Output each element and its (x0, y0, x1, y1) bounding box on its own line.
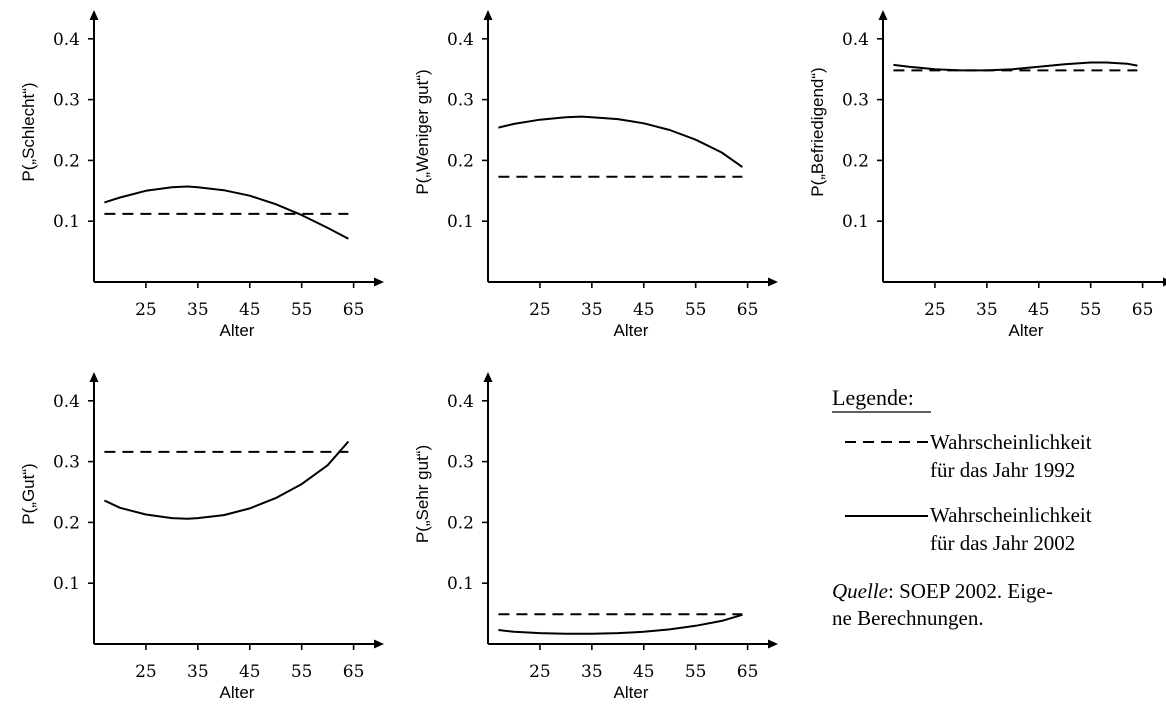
panel-4: 0.1 0.2 0.3 0.4 25 35 45 55 65 Alter P(„Gut“) (19, 372, 384, 702)
legend-source-text: : SOEP 2002. Eige- (888, 579, 1053, 603)
legend-entry-1992-line2: für das Jahr 1992 (930, 458, 1075, 482)
y-tick-label: 0.1 (53, 574, 80, 594)
y-axis-arrow (878, 10, 888, 20)
y-tick-label: 0.2 (447, 513, 474, 533)
y-axis-label: P(„Sehr gut“) (413, 445, 432, 543)
x-tick-label: 55 (291, 662, 313, 682)
y-tick-label: 0.4 (447, 392, 474, 412)
x-tick-label: 45 (1028, 300, 1050, 320)
x-tick-label: 35 (976, 300, 998, 320)
x-axis-label: Alter (614, 321, 649, 340)
series-line-2002 (893, 61, 1138, 72)
x-tick-label: 35 (581, 300, 603, 320)
y-tick-label: 0.4 (53, 392, 80, 412)
legend: Legende: Wahrscheinlichkeit für das Jahr… (832, 385, 1092, 630)
x-axis-label: Alter (220, 683, 255, 702)
y-tick-label: 0.2 (53, 513, 80, 533)
x-tick-label: 55 (685, 662, 707, 682)
x-tick-label: 45 (633, 662, 655, 682)
x-tick-label: 55 (685, 300, 707, 320)
legend-source: Quelle: SOEP 2002. Eige- (832, 579, 1053, 603)
x-tick-label: 55 (291, 300, 313, 320)
legend-entry-1992-line1: Wahrscheinlichkeit (930, 430, 1092, 454)
x-tick-label: 65 (1132, 300, 1154, 320)
x-tick-label: 45 (239, 300, 261, 320)
y-tick-label: 0.3 (447, 91, 474, 111)
x-tick-label: 25 (529, 300, 551, 320)
panel-2: 0.1 0.2 0.3 0.4 25 35 45 55 65 Alter P(„Weniger gu… (413, 10, 778, 340)
panel-3: 0.1 0.2 0.3 0.4 25 35 45 55 65 Alter P(„Befriedige… (808, 10, 1166, 340)
x-tick-label: 65 (343, 300, 365, 320)
x-axis-arrow (1163, 277, 1166, 287)
y-tick-label: 0.2 (53, 151, 80, 171)
x-tick-label: 35 (581, 662, 603, 682)
x-axis-label: Alter (1009, 321, 1044, 340)
legend-source-label: Quelle (832, 579, 888, 603)
x-tick-label: 25 (135, 300, 157, 320)
y-axis-arrow (89, 372, 99, 382)
x-tick-label: 25 (529, 662, 551, 682)
x-axis-arrow (374, 277, 384, 287)
y-axis-label: P(„Gut“) (19, 463, 38, 524)
y-tick-label: 0.3 (53, 453, 80, 473)
x-axis-arrow (768, 277, 778, 287)
x-axis-label: Alter (220, 321, 255, 340)
y-tick-label: 0.1 (842, 212, 869, 232)
legend-source-text2: ne Berechnungen. (832, 606, 984, 630)
x-tick-label: 35 (187, 300, 209, 320)
x-tick-label: 65 (737, 300, 759, 320)
y-axis-label: P(„Schlecht“) (19, 82, 38, 181)
y-tick-label: 0.4 (53, 30, 80, 50)
y-tick-label: 0.3 (53, 91, 80, 111)
panel-1: 0.1 0.2 0.3 0.4 25 35 45 55 65 Alter P(„Schlecht“) (19, 10, 384, 340)
y-tick-label: 0.2 (447, 151, 474, 171)
y-tick-label: 0.3 (842, 91, 869, 111)
y-tick-label: 0.4 (842, 30, 869, 50)
x-tick-label: 45 (633, 300, 655, 320)
panel-5: 0.1 0.2 0.3 0.4 25 35 45 55 65 Alter P(„Sehr gut“) (413, 372, 778, 702)
x-tick-label: 65 (343, 662, 365, 682)
x-tick-label: 35 (187, 662, 209, 682)
x-axis-arrow (374, 639, 384, 649)
y-axis-label: P(„Weniger gut“) (413, 69, 432, 194)
legend-entry-2002-line1: Wahrscheinlichkeit (930, 503, 1092, 527)
y-axis-arrow (483, 10, 493, 20)
x-tick-label: 45 (239, 662, 261, 682)
series-line-2002 (103, 440, 350, 520)
y-tick-label: 0.2 (842, 151, 869, 171)
series-line-2002 (498, 613, 743, 635)
y-tick-label: 0.4 (447, 30, 474, 50)
y-tick-label: 0.3 (447, 453, 474, 473)
y-axis-arrow (89, 10, 99, 20)
x-axis-arrow (768, 639, 778, 649)
x-tick-label: 65 (737, 662, 759, 682)
series-line-2002 (104, 185, 349, 240)
x-axis-label: Alter (614, 683, 649, 702)
legend-title: Legende: (832, 385, 914, 410)
y-tick-label: 0.1 (53, 212, 80, 232)
x-tick-label: 25 (924, 300, 946, 320)
x-tick-label: 25 (135, 662, 157, 682)
legend-entry-2002-line2: für das Jahr 2002 (930, 531, 1075, 555)
y-tick-label: 0.1 (447, 212, 474, 232)
y-axis-arrow (483, 372, 493, 382)
x-tick-label: 55 (1080, 300, 1102, 320)
series-line-2002 (498, 115, 743, 168)
y-axis-label: P(„Befriedigend“) (808, 67, 827, 196)
y-tick-label: 0.1 (447, 574, 474, 594)
